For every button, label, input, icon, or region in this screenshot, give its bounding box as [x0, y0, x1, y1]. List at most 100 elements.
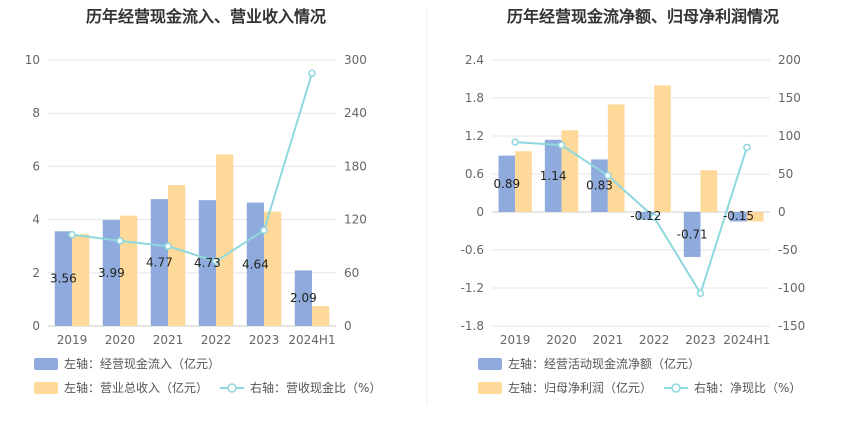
bar-series-1	[683, 212, 701, 257]
legend: 左轴：经营活动现金流净额（亿元） 左轴：归母净利润（亿元） 右轴：净现比（%）	[478, 356, 801, 395]
legend-label: 左轴：经营活动现金流净额（亿元）	[508, 356, 700, 371]
legend-swatch	[34, 358, 58, 370]
left-axis-tick: 2	[32, 266, 40, 280]
left-axis-tick: 8	[32, 106, 40, 120]
right-axis-tick: 180	[344, 159, 367, 173]
bar-series-2	[746, 212, 764, 222]
bar-series-2	[168, 185, 186, 326]
right-axis-tick: 300	[344, 53, 367, 67]
data-label: 3.56	[50, 272, 77, 286]
x-axis-tick: 2022	[201, 333, 232, 347]
line-point	[116, 237, 124, 245]
legend-label: 左轴：归母净利润（亿元）	[508, 380, 652, 395]
data-label: 4.77	[146, 256, 173, 270]
x-axis-tick: 2022	[639, 333, 670, 347]
x-axis-tick: 2021	[153, 333, 184, 347]
right-axis-tick: -100	[778, 281, 805, 295]
bar-series-2	[654, 85, 671, 212]
data-label: -0.15	[723, 209, 754, 223]
chart-1: 历年经营现金流入、营业收入情况 0 2 4 6 8 10 0 60 120 180 240 300 201…	[25, 7, 382, 395]
bar-series-1	[498, 155, 516, 212]
left-axis-tick: 10	[25, 53, 40, 67]
chart-title: 历年经营现金流净额、归母净利润情况	[507, 7, 779, 26]
legend-line-marker	[671, 383, 681, 393]
x-axis-tick: 2020	[105, 333, 136, 347]
data-label: -0.12	[630, 209, 661, 223]
data-label: 1.14	[540, 169, 567, 183]
line-series	[71, 73, 313, 263]
left-axis-tick: 0.6	[465, 167, 484, 181]
left-axis-tick: 2.4	[465, 53, 484, 67]
bar-series-2	[515, 151, 532, 212]
data-label: 4.64	[242, 257, 269, 271]
line-point	[557, 141, 566, 149]
left-axis-tick: -0.6	[461, 243, 484, 257]
bar-series-2	[607, 104, 625, 212]
legend-label: 左轴：经营现金流入（亿元）	[64, 356, 220, 371]
legend-label: 右轴：营收现金比（%）	[250, 380, 381, 395]
chart-title: 历年经营现金流入、营业收入情况	[86, 7, 326, 26]
data-label: 3.99	[98, 266, 125, 280]
x-axis-tick: 2023	[685, 333, 716, 347]
left-axis-tick: 0	[476, 205, 484, 219]
x-axis-tick: 2024H1	[288, 333, 335, 347]
right-axis-tick: 50	[778, 167, 793, 181]
legend-swatch	[478, 358, 502, 370]
line-series	[515, 141, 748, 296]
bar-series-2	[216, 154, 234, 326]
right-axis-tick: -150	[778, 319, 805, 333]
line-point	[308, 69, 316, 78]
bar-series-2	[700, 170, 718, 212]
right-axis-tick: 0	[344, 319, 352, 333]
data-label: 0.83	[586, 179, 613, 193]
right-axis-tick: 120	[344, 213, 367, 227]
bar-series-1	[54, 231, 72, 326]
line-point	[743, 143, 751, 152]
legend: 左轴：经营现金流入（亿元） 左轴：营业总收入（亿元） 右轴：营收现金比（%）	[34, 356, 381, 395]
bar-series-2	[72, 234, 90, 326]
right-axis-tick: -50	[778, 243, 798, 257]
left-axis-tick: 4	[32, 213, 40, 227]
bar-series-1	[198, 200, 216, 326]
legend-label: 左轴：营业总收入（亿元）	[64, 380, 208, 395]
right-axis-tick: 240	[344, 106, 367, 120]
bar-series-1	[150, 199, 168, 326]
line-point	[164, 242, 172, 250]
line-point	[604, 171, 612, 180]
left-axis-tick: 0	[32, 319, 40, 333]
data-label: 0.89	[493, 177, 520, 191]
right-axis-tick: 100	[778, 129, 801, 143]
data-label: 4.73	[194, 256, 221, 270]
right-axis-tick: 0	[778, 205, 786, 219]
bar-series-2	[312, 306, 330, 326]
legend-label: 右轴：净现比（%）	[694, 380, 801, 395]
line-point	[696, 289, 705, 298]
x-axis-tick: 2021	[593, 333, 624, 347]
x-axis-tick: 2019	[500, 333, 531, 347]
legend-line-marker	[227, 383, 237, 393]
right-axis-tick: 60	[344, 266, 359, 280]
x-axis-tick: 2020	[546, 333, 577, 347]
line-point	[68, 230, 76, 239]
bar-series-1	[637, 212, 655, 220]
line-point	[511, 138, 519, 146]
bar-series-1	[102, 219, 120, 326]
chart-2: 历年经营现金流净额、归母净利润情况 -1.8 -1.2 -0.6 0 0.6 1.2 1.8 2…	[461, 7, 806, 395]
legend-swatch	[34, 382, 58, 394]
left-axis-tick: 6	[32, 159, 40, 173]
line-point	[212, 257, 220, 266]
line-point	[650, 213, 658, 222]
data-label: 2.09	[290, 291, 317, 305]
x-axis-tick: 2019	[57, 333, 88, 347]
bar-series-2	[561, 130, 579, 212]
bar-series-1	[730, 212, 747, 222]
bar-series-1	[544, 139, 562, 212]
legend-swatch	[478, 382, 502, 394]
right-axis-tick: 150	[778, 91, 801, 105]
left-axis-tick: -1.8	[461, 319, 484, 333]
bar-series-2	[264, 211, 282, 326]
left-axis-tick: 1.2	[465, 129, 484, 143]
right-axis-tick: 200	[778, 53, 801, 67]
x-axis-tick: 2023	[249, 333, 280, 347]
